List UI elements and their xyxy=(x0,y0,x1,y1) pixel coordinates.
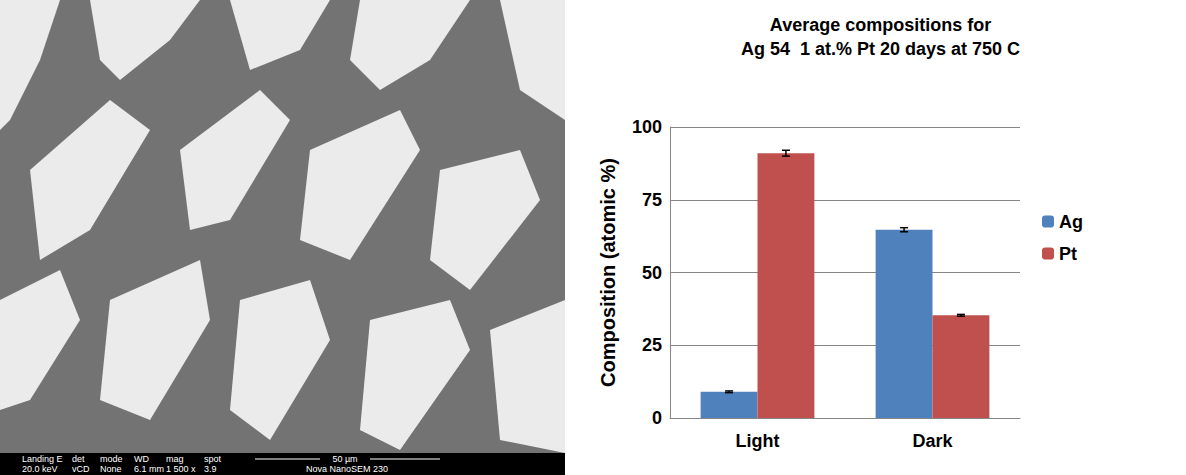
svg-text:mag: mag xyxy=(166,454,184,464)
svg-text:6.1 mm: 6.1 mm xyxy=(134,464,164,474)
svg-text:100: 100 xyxy=(632,117,662,137)
svg-text:Average compositions for: Average compositions for xyxy=(770,15,991,35)
svg-text:Landing E: Landing E xyxy=(22,454,63,464)
svg-text:50: 50 xyxy=(642,263,662,283)
svg-text:vCD: vCD xyxy=(72,464,90,474)
svg-text:1 500 x: 1 500 x xyxy=(166,464,196,474)
svg-text:Ag 54 1 at.% Pt 20 days at 75: Ag 54 1 at.% Pt 20 days at 750 C xyxy=(741,39,1020,59)
svg-text:spot: spot xyxy=(204,454,222,464)
svg-text:WD: WD xyxy=(134,454,149,464)
svg-text:Light: Light xyxy=(736,431,780,451)
svg-text:75: 75 xyxy=(642,190,662,210)
svg-text:Ag: Ag xyxy=(1059,212,1083,232)
svg-text:3.9: 3.9 xyxy=(204,464,217,474)
svg-text:mode: mode xyxy=(100,454,123,464)
svg-text:20.0 keV: 20.0 keV xyxy=(22,464,58,474)
svg-text:Pt: Pt xyxy=(1059,244,1077,264)
svg-text:None: None xyxy=(100,464,122,474)
svg-text:Nova NanoSEM 230: Nova NanoSEM 230 xyxy=(306,464,388,474)
svg-text:50 µm: 50 µm xyxy=(332,454,357,464)
svg-text:25: 25 xyxy=(642,335,662,355)
svg-text:det: det xyxy=(72,454,85,464)
svg-text:Dark: Dark xyxy=(912,431,953,451)
svg-text:0: 0 xyxy=(652,408,662,428)
svg-text:Composition (atomic %): Composition (atomic %) xyxy=(597,158,619,387)
